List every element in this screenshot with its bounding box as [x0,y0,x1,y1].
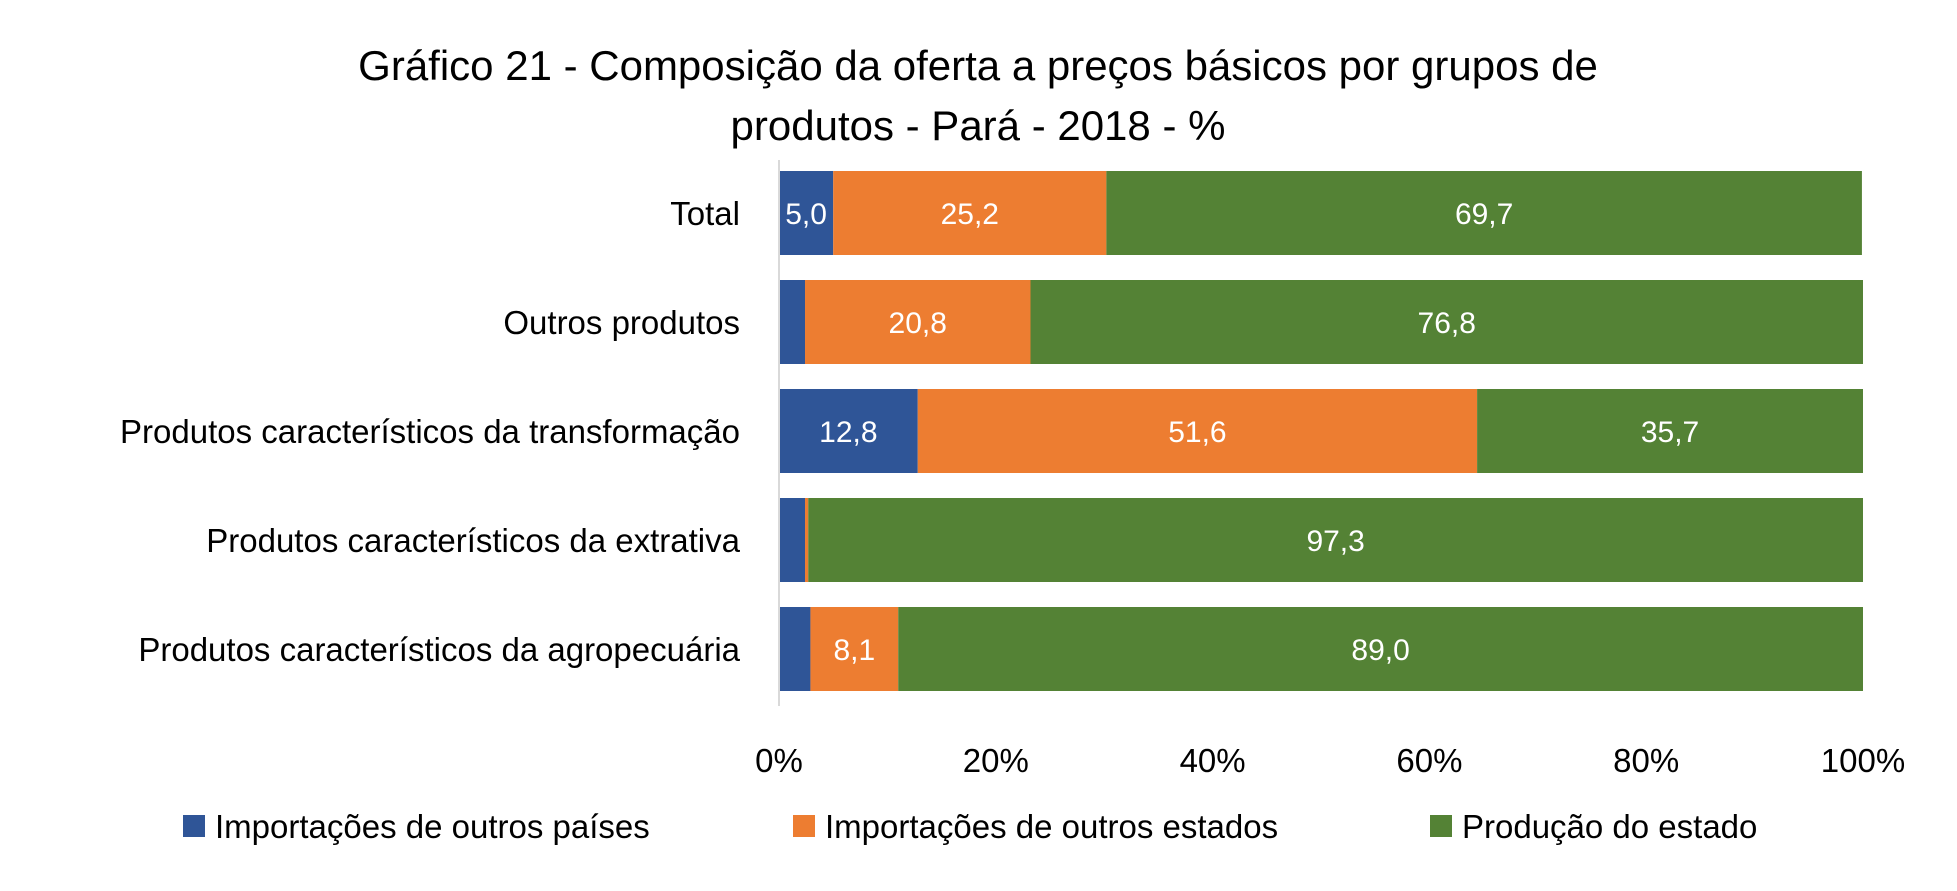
category-axis: Total Outros produtos Produtos característ… [120,195,741,668]
category-label: Outros produtos [503,304,740,341]
data-label: 25,2 [941,198,999,231]
x-tick-label: 0% [755,742,803,779]
legend-label: Importações de outros estados [825,808,1278,845]
bar-segment [779,171,834,255]
bar-segment [779,498,806,582]
data-label: 76,8 [1418,307,1476,340]
x-tick-label: 20% [963,742,1029,779]
category-label: Produtos característicos da extrativa [206,522,740,559]
data-label: 51,6 [1168,416,1226,449]
bar-segment [1477,389,1863,473]
legend-label: Importações de outros países [215,808,650,845]
chart-title-line-2: produtos - Pará - 2018 - % [731,102,1226,149]
bar-segment [810,607,899,691]
bar-segment [779,280,806,364]
value-axis: 0% 20% 40% 60% 80% 100% [755,160,1905,779]
category-label: Produtos característicos da agropecuária [138,631,740,668]
data-label: 8,1 [833,634,875,667]
legend: Importações de outros países Importações … [183,808,1757,845]
data-label: 97,3 [1306,525,1364,558]
bar-segment [833,171,1107,255]
data-label: 69,7 [1455,198,1513,231]
data-label: 20,8 [889,307,947,340]
x-tick-label: 40% [1180,742,1246,779]
bar-segment [898,607,1863,691]
bar-segment [805,498,809,582]
x-tick-label: 100% [1821,742,1905,779]
data-label: 35,7 [1641,416,1699,449]
bar-segment [808,498,1863,582]
category-label: Total [670,195,740,232]
bar-segment [805,280,1031,364]
bar-segment [1106,171,1862,255]
plot-area: 5,0 25,2 69,7 20,8 76,8 12,8 51,6 35,7 97,3 8,1 89… [779,171,1863,691]
bar-segment [779,607,811,691]
data-label: 12,8 [819,416,877,449]
bar-segment [917,389,1478,473]
chart-title-line-1: Gráfico 21 - Composição da oferta a preç… [358,42,1598,89]
bar-segment [1030,280,1863,364]
legend-swatch [183,815,205,837]
x-tick-label: 80% [1613,742,1679,779]
legend-swatch [1430,815,1452,837]
legend-swatch [793,815,815,837]
legend-label: Produção do estado [1462,808,1757,845]
x-tick-label: 60% [1396,742,1462,779]
bar-segment [779,389,918,473]
data-label: 5,0 [785,198,827,231]
chart-title: Gráfico 21 - Composição da oferta a preç… [358,42,1598,149]
category-label: Produtos característicos da transformaçã… [120,413,740,450]
data-label: 89,0 [1351,634,1409,667]
